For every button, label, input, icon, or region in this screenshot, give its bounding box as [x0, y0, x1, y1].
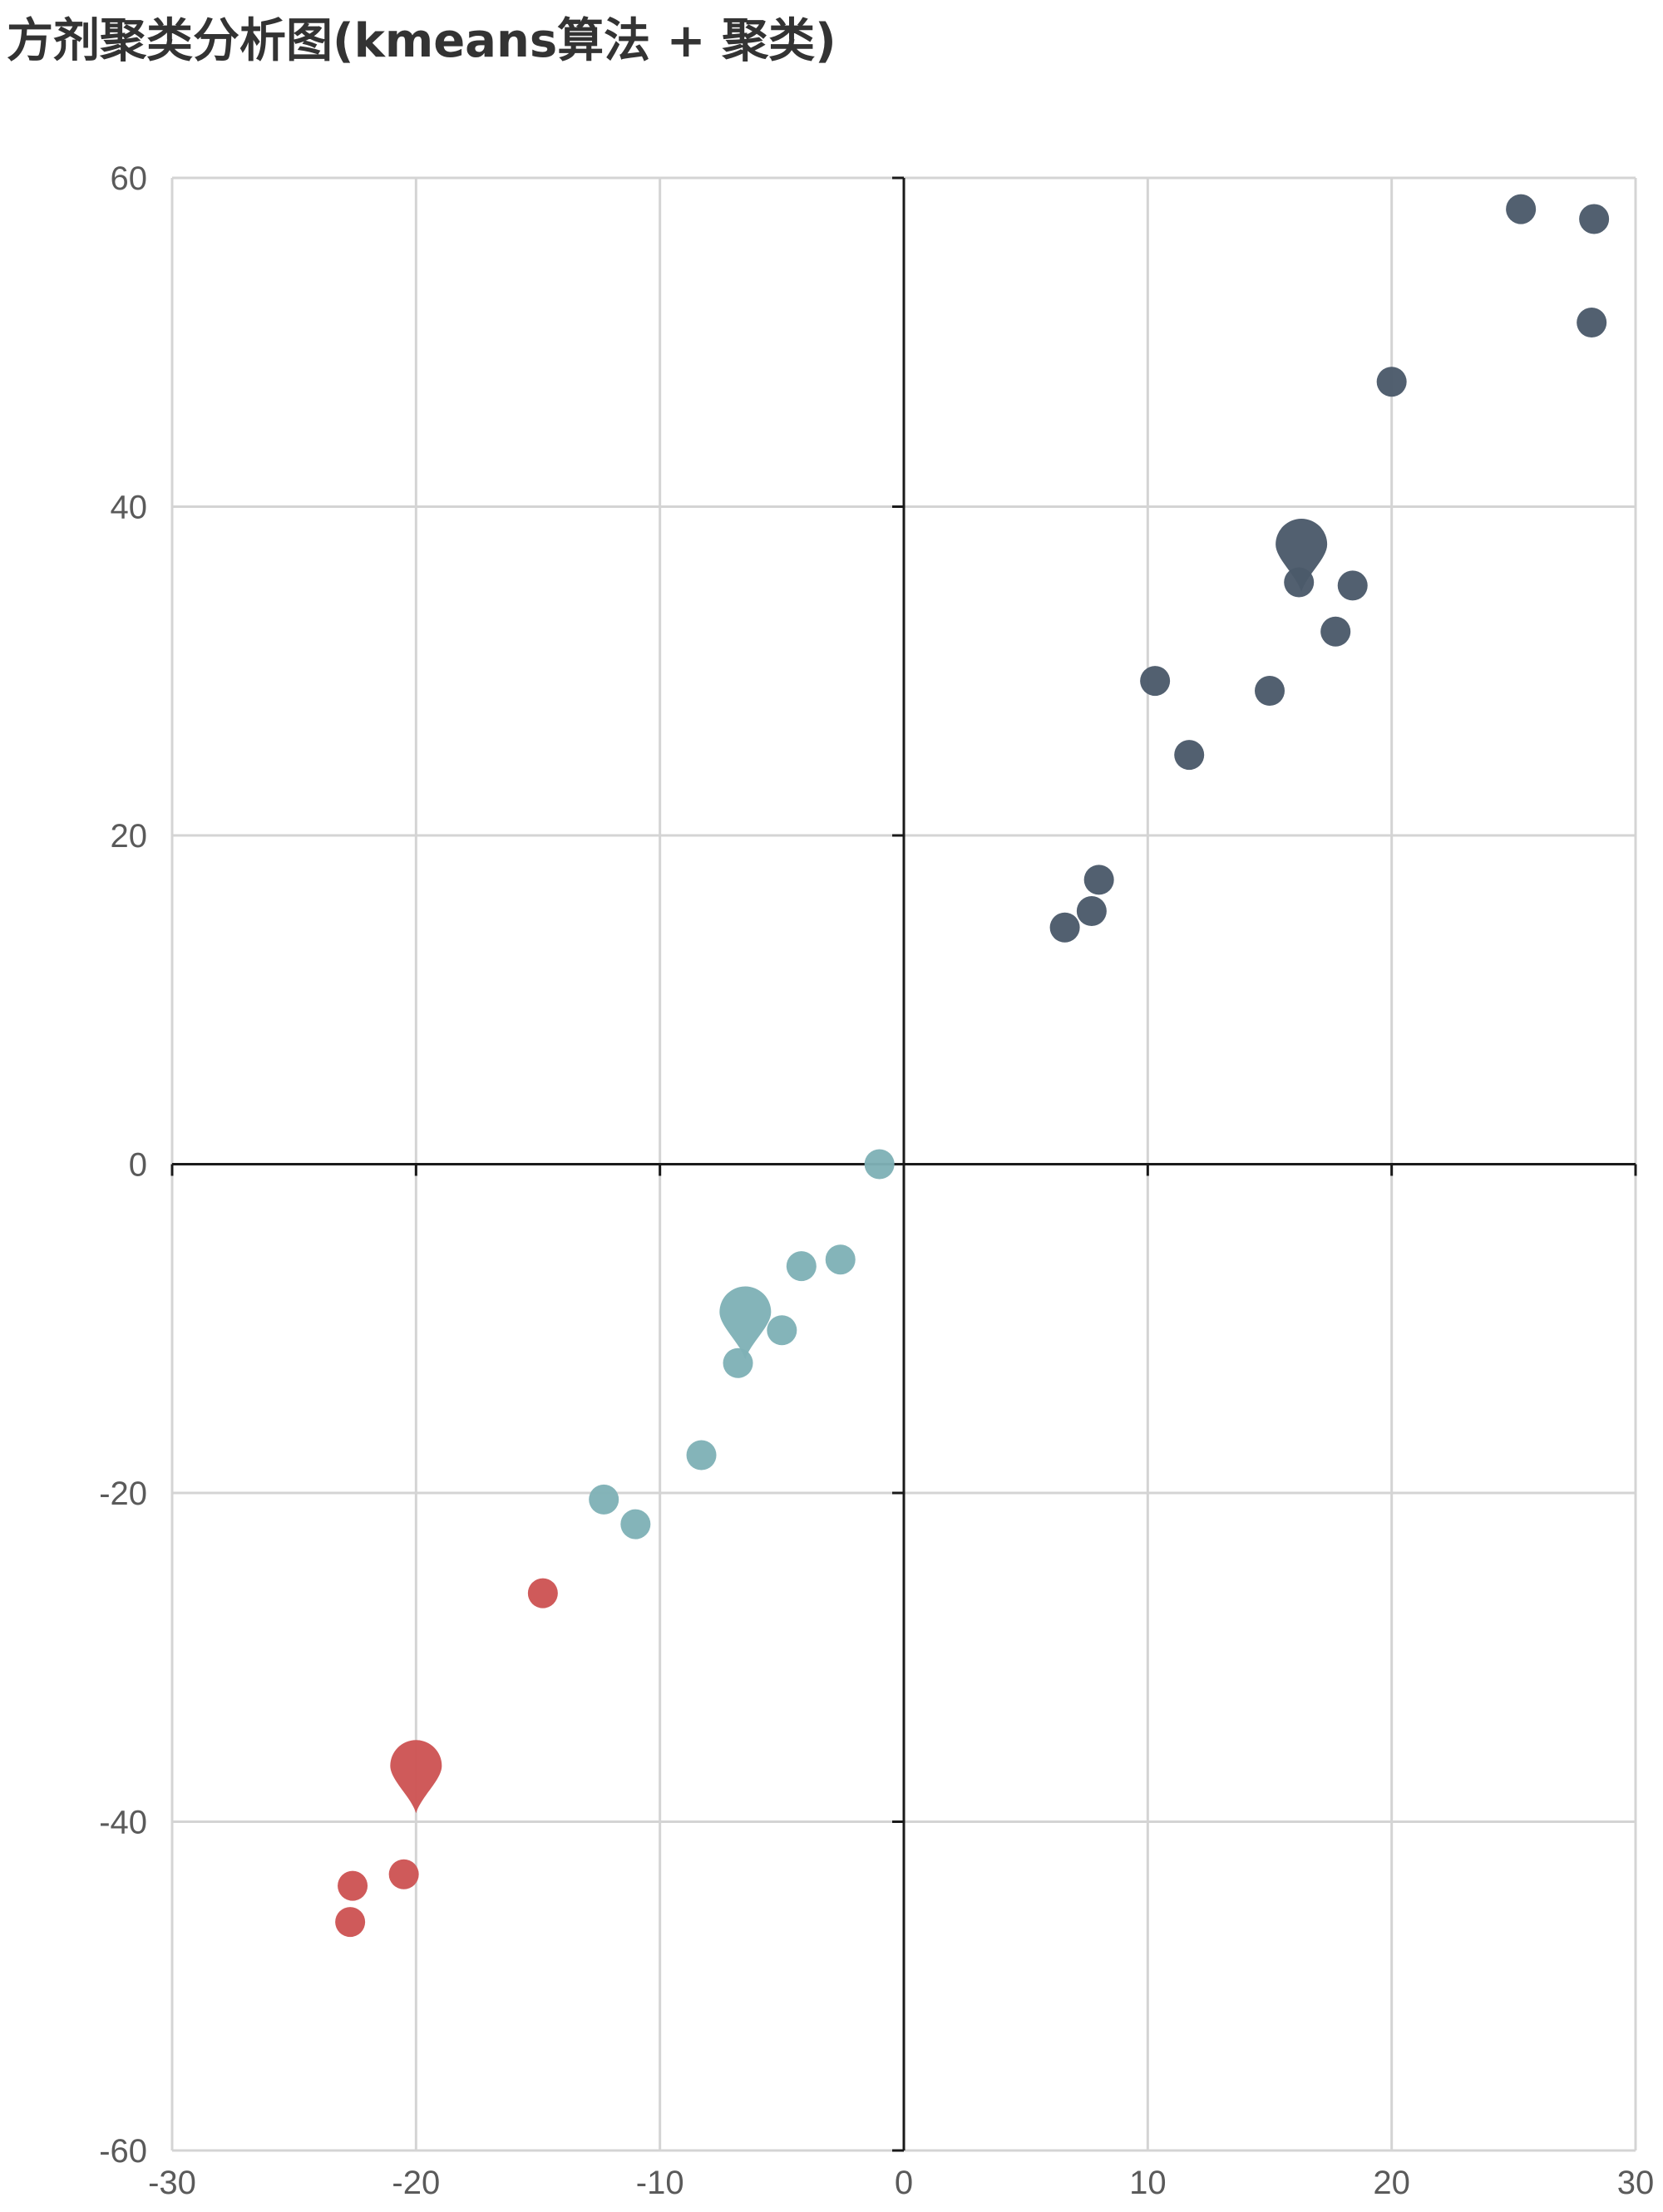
data-point: [1577, 308, 1607, 338]
data-point: [338, 1870, 368, 1901]
x-tick-label: -30: [148, 2165, 196, 2201]
data-point: [1140, 666, 1171, 697]
y-tick-label: 0: [129, 1147, 147, 1184]
data-point: [527, 1578, 558, 1609]
x-tick-label: 30: [1617, 2165, 1655, 2201]
y-tick-label: 60: [111, 160, 148, 197]
data-point: [1579, 204, 1610, 234]
y-tick-label: 20: [111, 818, 148, 855]
centroid-pin: [1276, 518, 1328, 592]
y-tick-label: 40: [111, 490, 148, 526]
data-point: [864, 1149, 895, 1180]
centroid-pin: [719, 1286, 772, 1360]
data-point: [1174, 740, 1205, 771]
tick-labels: -30 -20 -10 0 10 20 30 -60 -40 -20 0 20 40 60: [99, 160, 1654, 2201]
data-point: [1376, 367, 1407, 397]
x-tick-label: -10: [636, 2165, 684, 2201]
data-point: [686, 1440, 717, 1471]
data-point: [388, 1859, 419, 1889]
y-tick-label: -40: [99, 1805, 147, 1841]
data-point: [723, 1347, 753, 1378]
data-point: [825, 1244, 856, 1275]
data-point: [1049, 912, 1080, 943]
data-point: [620, 1509, 651, 1540]
x-tick-label: 10: [1129, 2165, 1167, 2201]
centroid-markers: [390, 518, 1328, 1814]
data-point: [1337, 570, 1368, 601]
data-point: [589, 1484, 619, 1515]
y-tick-label: -60: [99, 2133, 147, 2170]
x-tick-label: 20: [1373, 2165, 1410, 2201]
data-point: [1076, 895, 1107, 926]
data-point: [1083, 865, 1114, 895]
data-point: [335, 1907, 366, 1938]
data-point: [1506, 194, 1537, 224]
axes: [170, 176, 1637, 2152]
chart-title: 方剂聚类分析图(kmeans算法 + 聚类): [7, 14, 836, 68]
data-point: [1320, 616, 1351, 647]
data-point: [786, 1251, 817, 1282]
data-point: [1255, 675, 1285, 706]
x-tick-label: -20: [392, 2165, 440, 2201]
y-tick-label: -20: [99, 1475, 147, 1512]
centroid-pin: [390, 1740, 442, 1814]
data-points: [335, 194, 1610, 1938]
data-point: [767, 1315, 797, 1346]
x-tick-label: 0: [895, 2165, 913, 2201]
